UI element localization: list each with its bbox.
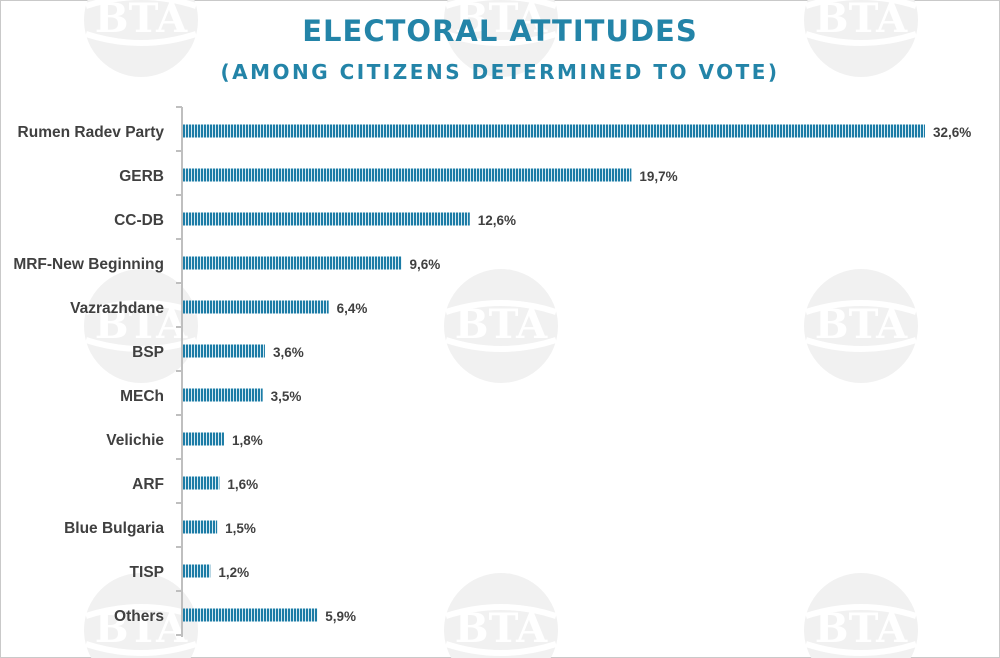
data-label: 6,4% <box>337 301 368 316</box>
data-label: 1,5% <box>225 521 256 536</box>
bar <box>183 344 265 358</box>
bar <box>183 388 263 402</box>
data-label: 1,6% <box>227 477 258 492</box>
category-label: ARF <box>132 476 164 493</box>
data-label: 12,6% <box>478 213 516 228</box>
category-label: MRF-New Beginning <box>13 256 164 273</box>
data-label: 1,8% <box>232 433 263 448</box>
bar <box>183 476 220 490</box>
category-label: Others <box>114 608 164 625</box>
chart-title: ELECTORAL ATTITUDES <box>302 14 698 48</box>
data-label: 32,6% <box>933 125 971 140</box>
chart-subtitle: (AMONG CITIZENS DETERMINED TO VOTE) <box>220 60 780 84</box>
category-label: GERB <box>119 168 164 185</box>
bar <box>183 564 211 578</box>
category-label: Blue Bulgaria <box>64 520 164 537</box>
category-label: TISP <box>130 564 164 581</box>
data-label: 1,2% <box>218 565 249 580</box>
category-label: BSP <box>132 344 164 361</box>
bar <box>183 300 329 314</box>
bar <box>183 168 632 182</box>
bar <box>183 256 402 270</box>
bar <box>183 520 218 534</box>
category-label: CC-DB <box>114 212 164 229</box>
category-label: MECh <box>120 388 164 405</box>
bar <box>183 212 470 226</box>
data-label: 3,5% <box>271 389 302 404</box>
data-label: 19,7% <box>639 169 677 184</box>
bar <box>183 432 224 446</box>
data-label: 5,9% <box>325 609 356 624</box>
data-label: 3,6% <box>273 345 304 360</box>
category-label: Rumen Radev Party <box>18 124 165 141</box>
bar <box>183 124 925 138</box>
bar <box>183 608 318 622</box>
data-label: 9,6% <box>410 257 441 272</box>
category-label: Vazrazhdane <box>70 300 164 317</box>
category-label: Velichie <box>106 432 164 449</box>
